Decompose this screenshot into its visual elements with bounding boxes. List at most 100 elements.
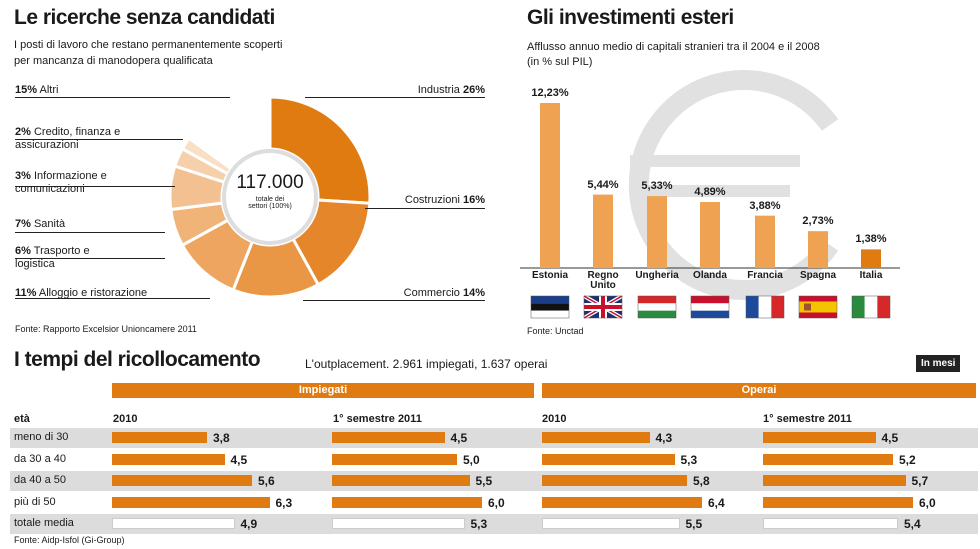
duration-value: 6,0 xyxy=(488,495,505,510)
duration-bar xyxy=(542,453,675,465)
country-label: Olanda xyxy=(693,270,727,281)
duration-bar xyxy=(332,432,445,443)
flag-icon xyxy=(637,295,677,319)
age-label: da 40 a 50 xyxy=(14,474,66,486)
flag-icon xyxy=(851,295,891,319)
table-row: da 30 a 40 4,5 5,0 5,3 5,2 xyxy=(10,450,978,470)
right-source: Fonte: Unctad xyxy=(527,326,584,336)
col-header: 2010 xyxy=(542,413,567,425)
donut-center: 117.000 totale dei settori (100%) xyxy=(218,172,322,210)
bar-value-label: 5,33% xyxy=(641,180,673,193)
label-sanita: 7% Sanità xyxy=(15,218,66,230)
duration-bar xyxy=(763,453,893,465)
duration-bar xyxy=(542,432,650,443)
country-label: Estonia xyxy=(531,270,569,281)
investment-bar xyxy=(540,103,560,268)
duration-value: 5,2 xyxy=(899,452,916,467)
left-subtitle-1: I posti di lavoro che restano permanente… xyxy=(14,39,283,51)
flag-icon xyxy=(530,295,570,319)
duration-value: 5,4 xyxy=(904,517,921,531)
donut-caption-1: totale dei xyxy=(255,196,285,203)
duration-bar xyxy=(332,518,465,529)
investment-bar xyxy=(808,231,828,268)
country-label: Ungheria xyxy=(635,270,679,281)
flag-icon xyxy=(690,295,730,319)
investment-bar xyxy=(700,202,720,268)
label-credito: 2% Credito, finanza e assicurazioni xyxy=(15,126,121,151)
duration-value: 4,9 xyxy=(240,517,258,531)
duration-value: 4,3 xyxy=(655,431,673,445)
duration-value: 5,5 xyxy=(475,474,493,488)
age-label: più di 50 xyxy=(14,495,56,508)
group-impiegati: Impiegati xyxy=(112,383,534,398)
left-subtitle-2: per mancanza di manodopera qualificata xyxy=(14,55,213,67)
duration-bar xyxy=(112,453,225,465)
duration-value: 4,5 xyxy=(450,431,468,445)
bar-value-label: 5,44% xyxy=(587,178,619,191)
duration-value: 5,3 xyxy=(680,452,698,467)
bar-value-label: 12,23% xyxy=(531,87,569,99)
duration-bar xyxy=(332,475,470,486)
duration-bar xyxy=(542,518,680,529)
unit-badge: In mesi xyxy=(916,355,961,372)
donut-caption-2: settori (100%) xyxy=(248,203,292,210)
label-trasporto: 6% Trasporto e logistica xyxy=(15,245,90,270)
duration-bar xyxy=(763,475,906,486)
label-industria: Industria 26% xyxy=(417,84,485,96)
table-row: più di 50 6,3 6,0 6,4 6,0 xyxy=(10,493,978,513)
investment-bar xyxy=(593,194,613,268)
bar-value-label: 2,73% xyxy=(802,215,834,228)
donut-hole xyxy=(222,149,318,245)
country-label: Spagna xyxy=(799,270,837,281)
label-costruzioni: Costruzioni 16% xyxy=(404,194,485,206)
duration-value: 5,5 xyxy=(685,517,703,531)
right-subtitle-2: (in % sul PIL) xyxy=(527,56,593,68)
group-operai: Operai xyxy=(542,383,976,398)
bar-value-label: 3,88% xyxy=(749,199,781,212)
duration-bar xyxy=(763,518,898,529)
col-header: 1° semestre 2011 xyxy=(763,413,852,425)
donut-total: 117.000 xyxy=(236,172,304,193)
investment-bar-chart xyxy=(520,70,900,320)
duration-value: 3,8 xyxy=(213,431,230,445)
table-row: totale media 4,9 5,3 5,5 5,4 xyxy=(10,514,978,534)
col-header: 2010 xyxy=(113,413,138,425)
duration-value: 6,4 xyxy=(708,495,725,510)
duration-bar xyxy=(112,496,270,508)
euro-watermark xyxy=(628,70,839,300)
right-title: Gli investimenti esteri xyxy=(527,6,734,29)
duration-bar xyxy=(112,432,207,443)
duration-bar xyxy=(763,496,913,508)
duration-value: 4,5 xyxy=(230,452,248,467)
duration-value: 5,6 xyxy=(258,474,275,488)
country-label: Francia xyxy=(747,270,783,281)
label-altri: 15% Altri xyxy=(15,84,59,96)
country-label: Italia xyxy=(859,270,883,281)
age-label: totale media xyxy=(14,517,74,529)
table-row: da 40 a 50 5,6 5,5 5,8 5,7 xyxy=(10,471,978,491)
age-header: età xyxy=(14,413,30,425)
investment-bar xyxy=(755,215,775,268)
bottom-title: I tempi del ricollocamento xyxy=(14,348,261,371)
bottom-source: Fonte: Aidp-Isfol (Gi-Group) xyxy=(14,535,125,545)
duration-value: 5,0 xyxy=(463,452,480,467)
age-label: da 30 a 40 xyxy=(14,452,66,465)
duration-value: 5,8 xyxy=(693,474,710,488)
label-informazione: 3% Informazione e comunicazioni xyxy=(15,170,107,195)
left-title: Le ricerche senza candidati xyxy=(14,6,275,29)
label-commercio: Commercio 14% xyxy=(403,287,485,299)
duration-bar xyxy=(542,475,687,486)
duration-value: 5,3 xyxy=(470,517,488,531)
bar-value-label: 4,89% xyxy=(694,186,726,199)
right-subtitle-1: Afflusso annuo medio di capitali stranie… xyxy=(527,41,820,53)
investment-bar xyxy=(861,249,881,268)
duration-bar xyxy=(542,496,702,508)
flag-icon xyxy=(582,294,624,320)
flag-icon xyxy=(798,295,838,319)
donut-chart xyxy=(168,95,372,299)
duration-bar xyxy=(332,453,457,465)
duration-value: 6,0 xyxy=(919,495,936,510)
duration-bar xyxy=(112,518,235,529)
flag-icon xyxy=(745,295,785,319)
table-row: meno di 30 3,8 4,5 4,3 4,5 xyxy=(10,428,978,448)
